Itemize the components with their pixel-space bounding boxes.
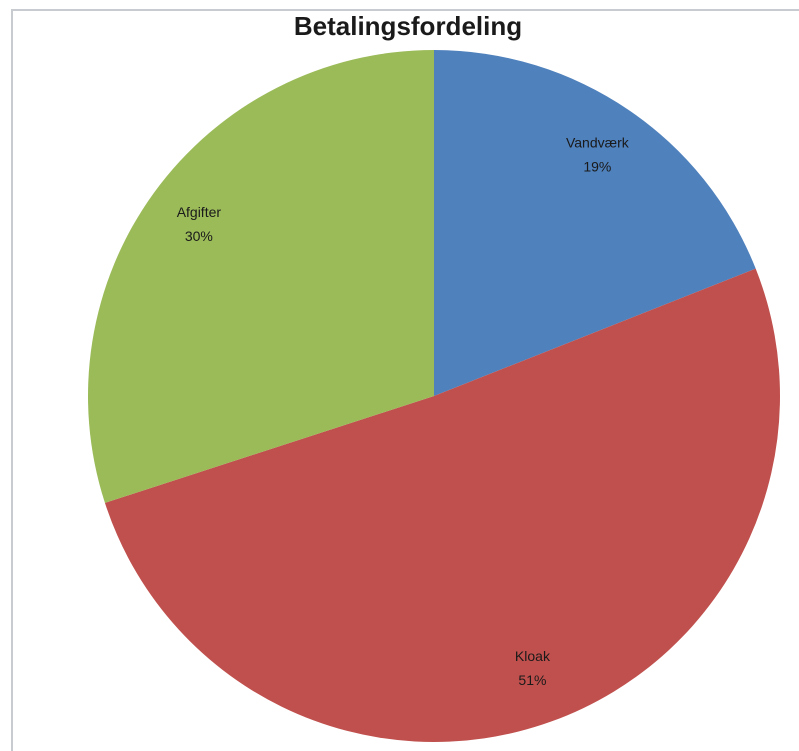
slice-value-label: 30% bbox=[185, 228, 213, 244]
slice-value-label: 51% bbox=[518, 672, 546, 688]
slice-label: Afgifter bbox=[177, 204, 222, 220]
slice-label: Kloak bbox=[515, 648, 551, 664]
chart-title: Betalingsfordeling bbox=[294, 11, 522, 41]
slice-label: Vandværk bbox=[566, 134, 630, 150]
pie-slice bbox=[87, 50, 435, 503]
slice-value-label: 19% bbox=[583, 158, 611, 174]
pie-slice bbox=[104, 268, 781, 743]
pie-slice bbox=[434, 50, 756, 396]
